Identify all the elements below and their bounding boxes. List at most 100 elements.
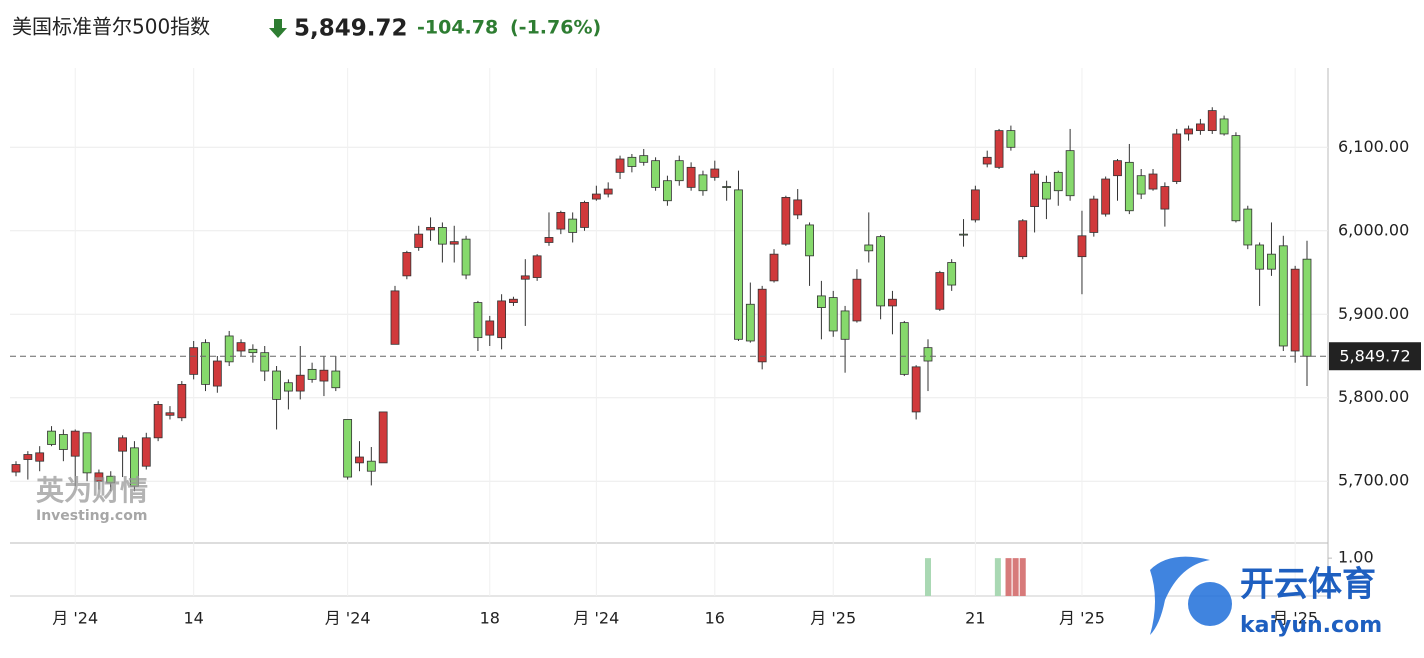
candle-body xyxy=(390,290,400,345)
y-tick-label: 5,900.00 xyxy=(1338,304,1409,323)
candle-body xyxy=(864,244,874,252)
candle-body xyxy=(366,460,376,472)
candle-body xyxy=(532,255,542,278)
candle-body xyxy=(1160,186,1170,210)
chart-title: 美国标准普尔500指数 xyxy=(12,15,210,39)
candle-body xyxy=(639,155,649,163)
candle-body xyxy=(118,437,127,452)
candle-body xyxy=(994,130,1004,168)
watermark-text: 开云体育 xyxy=(1240,565,1376,605)
candle-body xyxy=(1255,244,1265,270)
candle-body xyxy=(402,252,412,277)
candle-body xyxy=(982,156,992,165)
candle-body xyxy=(319,369,329,382)
candle-body xyxy=(414,233,424,248)
candle-body xyxy=(260,352,270,372)
candle-body xyxy=(1219,118,1229,135)
x-tick-label: 月 '24 xyxy=(573,609,619,628)
candle-body xyxy=(1042,181,1051,200)
last-price: 5,849.72 xyxy=(294,16,408,42)
candle-body xyxy=(284,382,293,392)
candle-body xyxy=(224,335,234,363)
candle-body xyxy=(437,227,447,245)
candle-body xyxy=(828,297,838,332)
candle-body xyxy=(1278,245,1288,347)
candle-body xyxy=(556,212,566,230)
candle-body xyxy=(888,298,897,307)
candle-body xyxy=(899,322,909,375)
candle-body xyxy=(911,366,921,413)
x-tick-label: 月 '24 xyxy=(52,609,98,628)
candle-body xyxy=(58,434,68,450)
x-tick-label: 月 '25 xyxy=(810,609,856,628)
candle-body xyxy=(1089,198,1099,233)
candle-body xyxy=(769,253,779,282)
y-tick-label: 6,000.00 xyxy=(1338,220,1409,239)
indicator-bar xyxy=(924,558,931,596)
candle-body xyxy=(449,241,459,245)
candle-body xyxy=(544,237,554,243)
candle-body xyxy=(520,275,530,280)
candle-body xyxy=(935,272,945,310)
candle-body xyxy=(947,262,957,286)
candle-body xyxy=(1136,175,1146,195)
indicator-bar xyxy=(994,558,1001,596)
candle-body xyxy=(603,188,613,195)
candle-body xyxy=(165,412,175,416)
candle-body xyxy=(970,189,980,221)
watermark-text: kaiyun.com xyxy=(1240,613,1382,638)
candle-body xyxy=(473,302,483,339)
candle-body xyxy=(627,156,637,167)
candle-body xyxy=(698,174,708,192)
indicator-bar xyxy=(1019,558,1026,596)
candle-body xyxy=(568,218,578,233)
x-tick-label: 月 '25 xyxy=(1059,609,1105,628)
candle-body xyxy=(47,430,56,445)
candle-body xyxy=(1077,235,1087,258)
candle-body xyxy=(35,452,45,462)
down-arrow xyxy=(269,19,287,38)
candle-body xyxy=(1172,133,1182,182)
candle-body xyxy=(141,437,151,467)
candle-body xyxy=(70,430,80,457)
y-tick-label: 1.00 xyxy=(1338,548,1374,567)
candle-body xyxy=(23,454,33,460)
candle-body xyxy=(82,432,92,474)
candle-body xyxy=(189,347,199,375)
candle-body xyxy=(923,347,933,362)
candle-body xyxy=(686,166,696,188)
logo-shape xyxy=(1150,556,1210,635)
candle-body xyxy=(805,224,814,257)
x-tick-label: 月 '25 xyxy=(1272,609,1318,628)
candle-body xyxy=(201,342,210,385)
candle-body xyxy=(722,186,732,188)
candle-body xyxy=(651,160,660,188)
last-price-tag-label: 5,849.72 xyxy=(1339,347,1410,366)
candle-body xyxy=(1053,171,1063,192)
x-tick-label: 21 xyxy=(965,609,985,628)
candle-body xyxy=(343,419,353,478)
candle-body xyxy=(757,288,767,363)
candle-body xyxy=(272,370,281,400)
price-change-percent: (-1.76%) xyxy=(510,17,601,39)
candle-body xyxy=(307,368,317,380)
candle-body xyxy=(236,342,246,352)
candle-body xyxy=(355,456,364,464)
candle-body xyxy=(710,168,720,178)
candle-body xyxy=(94,472,104,482)
candle-body xyxy=(1113,160,1122,177)
candle-body xyxy=(816,295,826,308)
candle-body xyxy=(378,411,388,464)
candle-body xyxy=(153,404,163,439)
candle-body xyxy=(497,300,507,339)
candle-body xyxy=(734,189,743,340)
candle-body xyxy=(852,278,862,322)
watermark: 英为财情 Investing.com 开云体育 kaiyun.com xyxy=(36,474,1382,638)
candle-body xyxy=(331,370,341,389)
y-tick-label: 6,100.00 xyxy=(1338,137,1409,156)
candle-body xyxy=(591,193,601,200)
candle-body xyxy=(1196,123,1205,132)
candle-body xyxy=(11,464,21,473)
x-tick-label: 月 '24 xyxy=(325,609,371,628)
